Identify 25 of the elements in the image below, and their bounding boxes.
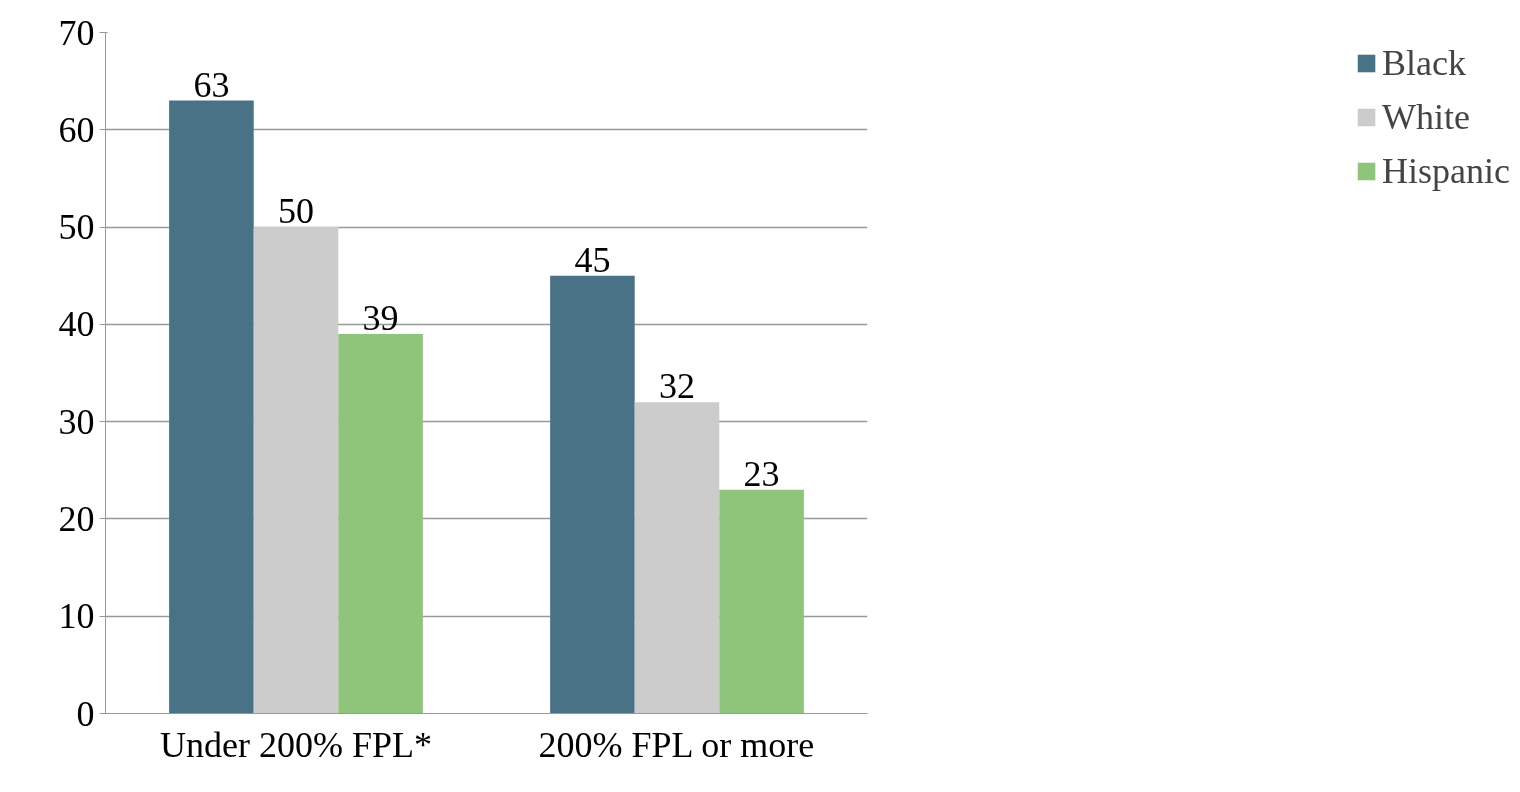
data-label: 50 <box>278 191 314 232</box>
bar <box>169 100 254 714</box>
y-tick-label: 40 <box>58 304 95 345</box>
y-tick-label: 0 <box>76 693 95 734</box>
y-tick-label: 10 <box>58 596 95 637</box>
y-tick-label: 60 <box>58 109 95 150</box>
bar <box>634 402 720 714</box>
data-label: 63 <box>193 64 230 105</box>
y-tick-label: 50 <box>58 207 95 248</box>
data-label: 45 <box>574 239 611 280</box>
y-tick-label: 70 <box>58 12 95 53</box>
y-tick-label: 30 <box>58 401 95 442</box>
bar <box>253 227 339 714</box>
x-tick-label: Under 200% FPL* <box>160 724 433 765</box>
x-tick-label: 200% FPL or more <box>538 724 815 765</box>
bar <box>719 489 804 714</box>
data-label: 39 <box>362 298 399 339</box>
bar <box>338 334 423 714</box>
legend-label: Hispanic <box>1382 150 1510 192</box>
bar <box>550 275 635 714</box>
y-tick-label: 20 <box>58 498 95 539</box>
data-label: 32 <box>659 366 695 407</box>
data-label: 23 <box>743 453 780 494</box>
legend-label: Black <box>1382 42 1467 84</box>
legend-label: White <box>1382 96 1470 138</box>
